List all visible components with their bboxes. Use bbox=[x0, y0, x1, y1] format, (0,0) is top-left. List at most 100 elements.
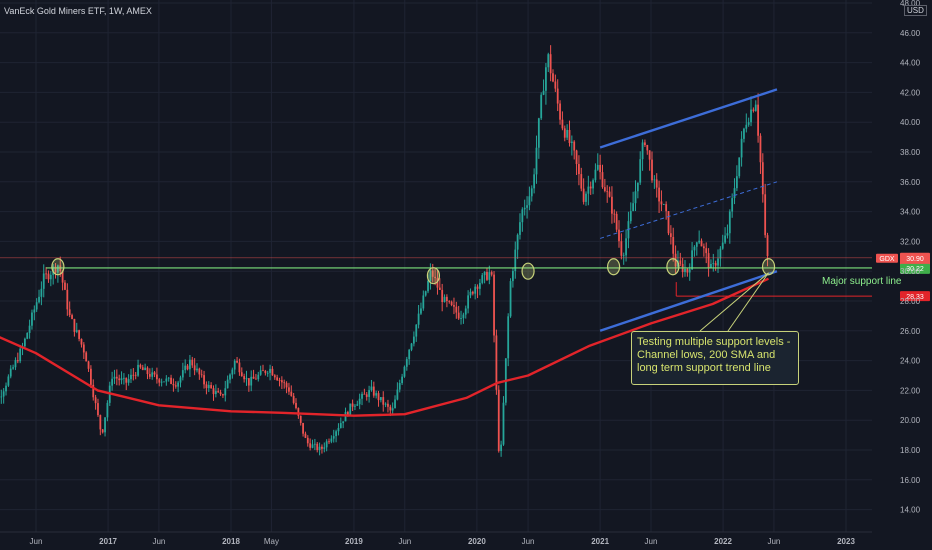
candle-body bbox=[766, 235, 769, 257]
candle-body bbox=[721, 242, 724, 249]
candle-body bbox=[207, 385, 210, 389]
x-tick-label: Jun bbox=[30, 537, 43, 546]
candle-body bbox=[172, 383, 175, 386]
candle-body bbox=[471, 291, 474, 294]
candle-body bbox=[648, 150, 651, 160]
support-touch-marker bbox=[666, 258, 680, 276]
candle-body bbox=[651, 159, 653, 181]
candle-body bbox=[64, 282, 66, 290]
candle-body bbox=[438, 287, 441, 290]
candle-body bbox=[56, 265, 59, 273]
x-tick-label: 2018 bbox=[222, 537, 240, 546]
candle-body bbox=[104, 417, 106, 433]
candle-body bbox=[738, 157, 741, 177]
candle-body bbox=[396, 389, 399, 400]
candle-body bbox=[82, 344, 85, 353]
candle-body bbox=[613, 213, 616, 215]
channel-upper-line bbox=[599, 88, 778, 149]
x-tick-label: 2020 bbox=[468, 537, 486, 546]
candle-body bbox=[40, 288, 43, 297]
candle-body bbox=[420, 308, 422, 314]
candle-body bbox=[89, 368, 92, 385]
candle-body bbox=[196, 368, 198, 371]
candle-body bbox=[130, 374, 132, 380]
candle-body bbox=[382, 397, 385, 405]
candle-body bbox=[448, 301, 451, 302]
candle-body bbox=[181, 370, 184, 378]
candle-body bbox=[358, 398, 361, 405]
candle-body bbox=[740, 138, 743, 158]
candle-body bbox=[735, 176, 738, 189]
candle-body bbox=[533, 174, 536, 189]
candle-body bbox=[87, 361, 90, 369]
candle-body bbox=[467, 295, 470, 309]
candle-body bbox=[75, 330, 78, 332]
candle-body bbox=[622, 255, 625, 257]
candle-body bbox=[259, 370, 262, 375]
candle-body bbox=[269, 368, 271, 373]
candle-body bbox=[387, 403, 389, 407]
candle-body bbox=[632, 203, 635, 212]
candle-body bbox=[45, 273, 48, 275]
x-tick-label: Jun bbox=[522, 537, 535, 546]
low-tag: 28.33 bbox=[906, 294, 924, 301]
candle-body bbox=[655, 179, 658, 188]
y-tick-label: 48.00 bbox=[900, 0, 921, 8]
candle-body bbox=[342, 421, 345, 424]
support-touch-marker bbox=[426, 267, 441, 285]
candle-body bbox=[151, 372, 154, 377]
candle-body bbox=[346, 412, 349, 415]
candle-body bbox=[549, 54, 552, 74]
candle-body bbox=[474, 286, 477, 294]
candle-body bbox=[528, 196, 531, 206]
y-tick-label: 44.00 bbox=[900, 59, 921, 68]
candle-body bbox=[61, 270, 64, 283]
candle-body bbox=[526, 205, 528, 208]
candle-body bbox=[493, 274, 495, 336]
x-tick-label: 2017 bbox=[99, 537, 117, 546]
candle-body bbox=[299, 415, 302, 423]
candle-body bbox=[634, 191, 637, 204]
candle-body bbox=[639, 159, 642, 183]
candle-body bbox=[578, 164, 580, 175]
candle-body bbox=[401, 376, 403, 384]
candle-body bbox=[186, 365, 189, 370]
candle-body bbox=[2, 391, 5, 397]
low-tag-bg bbox=[900, 291, 930, 302]
candle-body bbox=[594, 169, 597, 181]
candle-body bbox=[686, 269, 689, 273]
candle-body bbox=[724, 235, 726, 243]
candle-body bbox=[552, 73, 554, 82]
candle-body bbox=[585, 193, 587, 202]
symbol-tag-bg bbox=[876, 253, 898, 263]
candle-body bbox=[38, 296, 40, 303]
candle-body bbox=[325, 441, 328, 448]
candle-body bbox=[582, 188, 585, 202]
y-tick-label: 42.00 bbox=[900, 88, 921, 97]
candle-body bbox=[170, 377, 172, 384]
candle-body bbox=[214, 391, 217, 395]
candle-body bbox=[580, 174, 583, 189]
candle-body bbox=[290, 391, 293, 396]
candle-body bbox=[679, 260, 682, 264]
candle-body bbox=[427, 280, 429, 292]
candle-body bbox=[394, 399, 396, 409]
candle-body bbox=[5, 385, 7, 392]
candle-body bbox=[224, 388, 227, 396]
candle-body bbox=[693, 246, 696, 251]
candle-body bbox=[618, 229, 620, 242]
candle-body bbox=[278, 380, 281, 381]
support-touch-marker bbox=[761, 258, 776, 276]
candle-body bbox=[710, 263, 712, 268]
candle-body bbox=[512, 271, 514, 282]
candle-body bbox=[662, 204, 665, 205]
candle-body bbox=[611, 196, 613, 214]
candle-body bbox=[606, 190, 609, 192]
candle-body bbox=[219, 392, 222, 395]
candle-body bbox=[7, 376, 10, 386]
candle-body bbox=[547, 54, 550, 68]
candle-body bbox=[747, 122, 750, 125]
x-tick-label: Jun bbox=[645, 537, 658, 546]
candle-body bbox=[502, 402, 505, 445]
